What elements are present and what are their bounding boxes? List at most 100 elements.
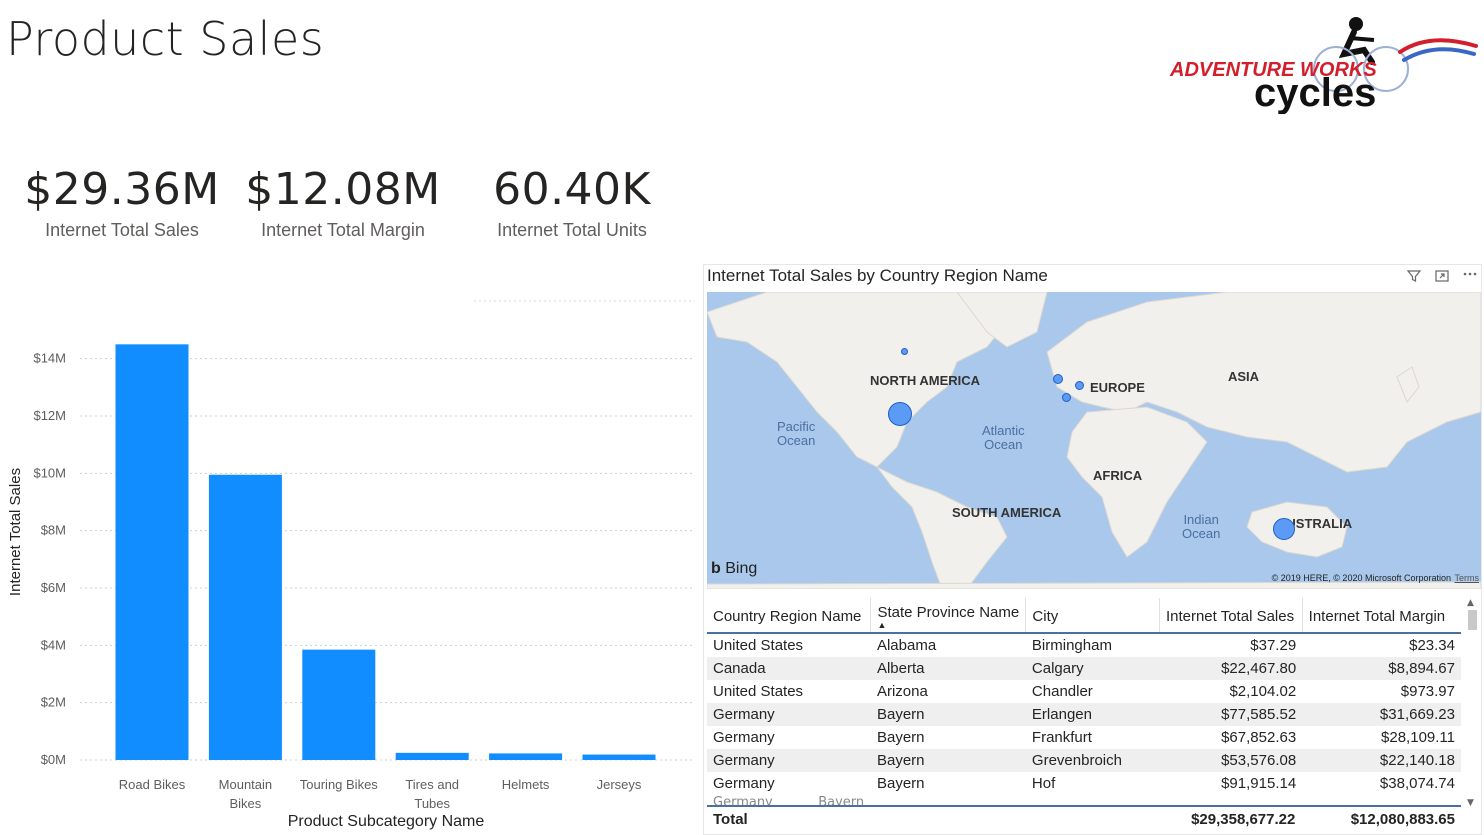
table-cell: Germany (713, 729, 775, 746)
y-tick-label: $12M (33, 408, 66, 423)
bar-tires-and-tubes[interactable] (395, 752, 469, 760)
kpi-label: Internet Total Margin (261, 220, 425, 240)
bing-icon: b (711, 560, 721, 577)
page-title: Product Sales (6, 12, 325, 66)
data-table[interactable]: Country Region Name State Province Name ▲… (707, 598, 1461, 831)
ocean-label: Pacific Ocean (777, 419, 816, 448)
world-map-land (707, 292, 1481, 589)
kpi-card-units[interactable]: 60.40K Internet Total Units (472, 162, 672, 242)
kpi-value: 60.40K (493, 164, 651, 215)
table-cell: Chandler (1031, 683, 1093, 700)
bar-chart[interactable]: $0M $2M $4M $6M $8M $10M $12M $14M Road Bikes Mo… (0, 300, 700, 835)
focus-mode-icon[interactable] (1434, 268, 1450, 288)
y-tick-label: $0M (41, 752, 66, 767)
column-header-state[interactable]: State Province Name ▲ (870, 598, 1027, 634)
table-cell: United States (713, 637, 804, 654)
table-cell: Bayern (876, 706, 925, 723)
bar-helmets[interactable] (489, 753, 563, 760)
table-cell: Canada (713, 660, 766, 677)
scroll-up-icon[interactable]: ▲ (1467, 598, 1474, 608)
total-sales: $29,358,677.22 (1159, 805, 1302, 831)
map-area[interactable]: NORTH AMERICA EUROPE ASIA AFRICA SOUTH A… (707, 292, 1481, 589)
column-header-sales[interactable]: Internet Total Sales (1159, 598, 1303, 634)
logo-text-line2: cycles (1254, 71, 1376, 114)
map-bubble-canada[interactable] (901, 348, 908, 355)
scrollbar-thumb[interactable] (1468, 610, 1477, 630)
table-scrollbar[interactable]: ▲ ▼ (1465, 598, 1481, 813)
table-row[interactable]: Germany Bayern Grevenbroich $53,576.08 $22,1… (707, 749, 1461, 772)
x-tick-label: Bikes (230, 796, 262, 811)
table-cell: Alabama (876, 637, 937, 654)
y-tick-label: $2M (41, 695, 66, 710)
map-bubble-germany[interactable] (1075, 381, 1084, 390)
table-cell: $91,915.14 (1221, 775, 1297, 792)
filter-icon[interactable] (1406, 268, 1422, 288)
y-axis-title: Internet Total Sales (7, 468, 24, 596)
table-cell: Alberta (876, 660, 925, 677)
table-cell: Germany (713, 706, 775, 723)
bar-mountain-bikes[interactable] (208, 474, 282, 760)
bar-touring-bikes[interactable] (302, 649, 376, 760)
table-cell: $22,140.18 (1379, 752, 1455, 769)
table-cell: $8,894.67 (1388, 660, 1455, 677)
more-options-icon[interactable] (1462, 266, 1478, 286)
y-tick-label: $4M (41, 637, 66, 652)
continent-label: AFRICA (1093, 468, 1143, 483)
bing-attribution: b Bing (711, 560, 758, 577)
table-cell: $2,104.02 (1229, 683, 1297, 700)
kpi-card-sales[interactable]: $29.36M Internet Total Sales (22, 162, 222, 242)
x-tick-label: Mountain (219, 777, 272, 792)
map-bubble-australia[interactable] (1273, 518, 1295, 540)
table-row[interactable]: Germany Bayern Erlangen $77,585.52 $31,669.2… (707, 703, 1461, 726)
sort-ascending-icon: ▲ (877, 620, 887, 630)
continent-label: EUROPE (1090, 380, 1145, 395)
map-bubble-united-states[interactable] (888, 402, 912, 426)
total-label: Total (707, 805, 870, 831)
table-cell: Germany (713, 752, 775, 769)
table-cell: $53,576.08 (1221, 752, 1297, 769)
table-row-partial: Germany Bayern (713, 795, 865, 805)
kpi-label: Internet Total Sales (45, 220, 199, 240)
table-cell: Birmingham (1031, 637, 1112, 654)
x-axis-title: Product Subcategory Name (288, 813, 485, 830)
kpi-value: $29.36M (24, 164, 220, 215)
table-cell: Bayern (876, 775, 925, 792)
map-title: Internet Total Sales by Country Region N… (707, 266, 1048, 285)
scroll-down-icon[interactable]: ▼ (1467, 798, 1474, 808)
bar-road-bikes[interactable] (115, 344, 189, 760)
table-cell: Arizona (876, 683, 928, 700)
kpi-label: Internet Total Units (497, 220, 647, 240)
continent-label: NORTH AMERICA (870, 373, 981, 388)
table-row[interactable]: Germany Bayern Frankfurt $67,852.63 $28,109.… (707, 726, 1461, 749)
table-row[interactable]: United States Arizona Chandler $2,104.02 $97… (707, 680, 1461, 703)
adventure-works-logo: ADVENTURE WORKS cycles (1169, 17, 1478, 114)
map-terms-link[interactable]: Terms (1454, 573, 1480, 583)
table-cell: $77,585.52 (1221, 706, 1297, 723)
y-tick-label: $10M (33, 465, 66, 480)
table-cell: $67,852.63 (1221, 729, 1297, 746)
map-copyright: © 2019 HERE, © 2020 Microsoft Corporatio… (1271, 573, 1451, 583)
table-cell: Calgary (1031, 660, 1084, 677)
total-margin: $12,080,883.65 (1301, 805, 1461, 831)
map-bubble-united-kingdom[interactable] (1053, 374, 1063, 384)
map-bubble-france[interactable] (1062, 393, 1071, 402)
table-cell: United States (713, 683, 804, 700)
table-row[interactable]: Canada Alberta Calgary $22,467.80 $8,894.67 (707, 657, 1461, 680)
x-tick-label: Jerseys (597, 777, 642, 792)
continent-label: AUSTRALIA (1277, 516, 1353, 531)
table-row[interactable]: Germany Bayern Hof $91,915.14 $38,074.74 (707, 772, 1461, 795)
kpi-value: $12.08M (245, 164, 441, 215)
column-header-country[interactable]: Country Region Name (707, 598, 872, 634)
table-cell: Germany (713, 775, 775, 792)
x-tick-label: Tires and (405, 777, 459, 792)
kpi-card-margin[interactable]: $12.08M Internet Total Margin (243, 162, 443, 242)
bar-jerseys[interactable] (582, 754, 656, 760)
column-header-city[interactable]: City (1025, 598, 1160, 634)
column-header-margin[interactable]: Internet Total Margin (1302, 598, 1461, 634)
table-cell: $31,669.23 (1379, 706, 1455, 723)
table-row[interactable]: United States Alabama Birmingham $37.29 $23.… (707, 633, 1461, 657)
table-cell: Bayern (876, 729, 925, 746)
table-cell: Bayern (876, 752, 925, 769)
table-cell: $37.29 (1250, 637, 1297, 654)
table-cell: $23.34 (1409, 637, 1455, 654)
